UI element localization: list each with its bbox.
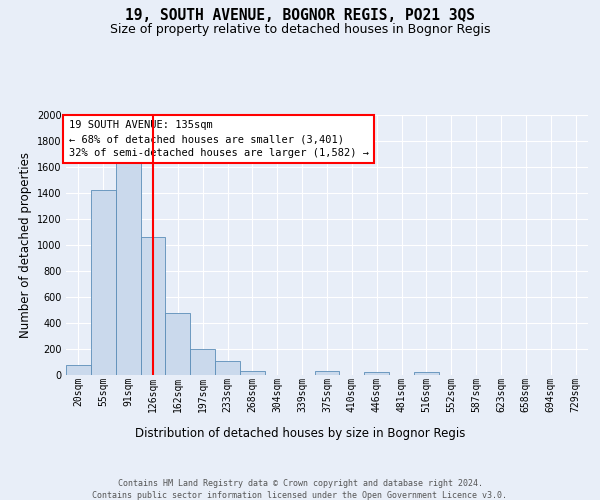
Text: Contains HM Land Registry data © Crown copyright and database right 2024.
Contai: Contains HM Land Registry data © Crown c… (92, 479, 508, 500)
Bar (215, 360, 240, 375)
Text: Distribution of detached houses by size in Bognor Regis: Distribution of detached houses by size … (135, 428, 465, 440)
Bar (66, 364, 91, 375)
Bar (91, 190, 116, 375)
Y-axis label: Number of detached properties: Number of detached properties (19, 152, 32, 338)
Bar (166, 312, 190, 375)
Text: 19, SOUTH AVENUE, BOGNOR REGIS, PO21 3QS: 19, SOUTH AVENUE, BOGNOR REGIS, PO21 3QS (125, 8, 475, 22)
Bar (140, 237, 166, 375)
Bar (116, 163, 140, 375)
Text: 19 SOUTH AVENUE: 135sqm
← 68% of detached houses are smaller (3,401)
32% of semi: 19 SOUTH AVENUE: 135sqm ← 68% of detache… (68, 120, 368, 158)
Bar (190, 349, 215, 375)
Bar (414, 372, 439, 375)
Text: Size of property relative to detached houses in Bognor Regis: Size of property relative to detached ho… (110, 22, 490, 36)
Bar (364, 372, 389, 375)
Bar (240, 371, 265, 375)
Bar (314, 371, 340, 375)
